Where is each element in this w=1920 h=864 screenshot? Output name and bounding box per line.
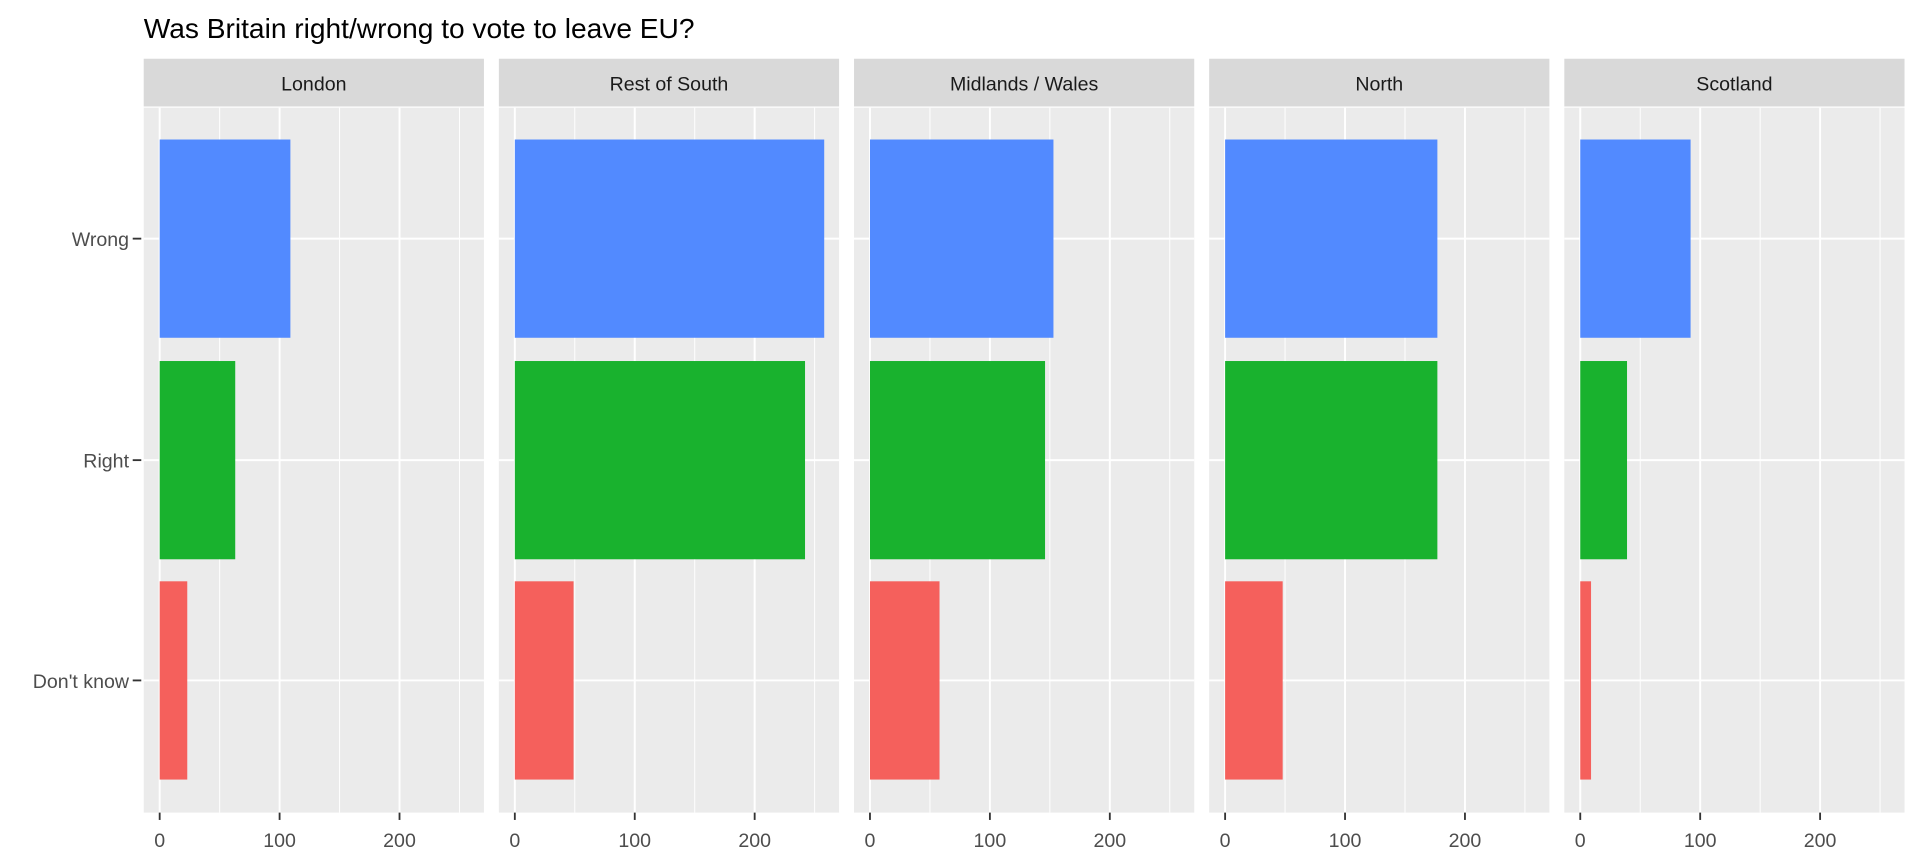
- bar-wrong: [1580, 139, 1691, 338]
- facet-strip: [854, 58, 1195, 107]
- bar-wrong: [514, 139, 825, 338]
- facet-label: Scotland: [1696, 74, 1772, 96]
- bar-don-t-know: [159, 581, 188, 780]
- facet-panel-rest-of-south: Rest of South 0 100 200: [498, 58, 840, 852]
- bar-don-t-know: [869, 581, 940, 780]
- x-tick-label: 100: [618, 830, 651, 852]
- x-tick-label: 0: [1575, 830, 1586, 852]
- bar-don-t-know: [1225, 581, 1283, 780]
- x-tick-label: 200: [383, 830, 416, 852]
- x-tick-label: 0: [509, 830, 520, 852]
- x-tick-label: 100: [263, 830, 296, 852]
- facet-panel-north: North 0 100 200: [1209, 58, 1550, 852]
- x-tick-label: 200: [1449, 830, 1482, 852]
- facet-strip: [498, 58, 840, 107]
- x-tick-label: 100: [1329, 830, 1362, 852]
- y-tick-label: Wrong: [72, 229, 129, 251]
- facet-strip: [143, 58, 484, 107]
- bar-right: [1225, 361, 1438, 560]
- y-tick-label: Don't know: [33, 671, 130, 693]
- x-tick-label: 100: [1684, 830, 1717, 852]
- x-tick-label: 0: [154, 830, 165, 852]
- bar-right: [869, 361, 1046, 560]
- facet-panel-london: London 0 100 200: [143, 58, 484, 852]
- x-tick-label: 200: [738, 830, 771, 852]
- bar-right: [514, 361, 806, 560]
- x-tick-label: 0: [1220, 830, 1231, 852]
- bar-wrong: [1225, 139, 1438, 338]
- facet-strip: [1209, 58, 1550, 107]
- facet-strip: [1564, 58, 1905, 107]
- bar-right: [1580, 361, 1628, 560]
- facet-panel-scotland: Scotland 0 100 200: [1564, 58, 1905, 852]
- bar-wrong: [869, 139, 1054, 338]
- x-tick-label: 100: [974, 830, 1007, 852]
- facet-label: Midlands / Wales: [950, 74, 1099, 96]
- bar-don-t-know: [1580, 581, 1592, 780]
- bar-don-t-know: [514, 581, 574, 780]
- x-tick-label: 200: [1093, 830, 1126, 852]
- facet-label: London: [281, 74, 346, 96]
- facet-label: Rest of South: [610, 74, 729, 96]
- bar-right: [159, 361, 236, 560]
- facet-label: North: [1355, 74, 1403, 96]
- y-tick-label: Right: [83, 450, 129, 472]
- chart-title: Was Britain right/wrong to vote to leave…: [144, 13, 695, 44]
- x-tick-label: 200: [1804, 830, 1837, 852]
- bar-wrong: [159, 139, 291, 338]
- facet-panel-midlands-wales: Midlands / Wales 0 100 200: [854, 58, 1195, 852]
- x-tick-label: 0: [865, 830, 876, 852]
